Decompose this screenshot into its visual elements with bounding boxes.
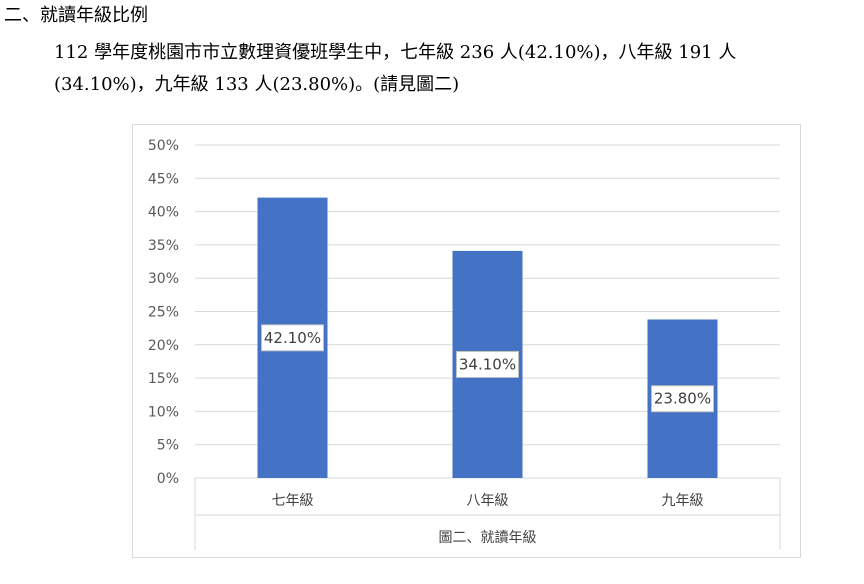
y-tick-label: 20%	[148, 338, 179, 354]
x-axis-title: 圖二、就讀年級	[439, 530, 537, 546]
y-tick-label: 35%	[148, 238, 179, 254]
y-tick-label: 45%	[148, 171, 179, 187]
category-label: 八年級	[467, 493, 509, 509]
y-tick-label: 15%	[148, 371, 179, 387]
paragraph-line-2: (34.10%)，九年級 133 人(23.80%)。(請見圖二)	[54, 74, 460, 95]
data-label-box	[456, 350, 519, 378]
paragraph-line-1: 112 學年度桃園市市立數理資優班學生中，七年級 236 人(42.10%)，八…	[54, 42, 737, 63]
grade-ratio-bar-chart: 0% 5% 10% 15% 20% 25% 30% 35% 40% 45% 50% 42.10% 七年級…	[148, 138, 781, 550]
y-tick-label: 50%	[148, 138, 179, 154]
data-label: 42.10%	[264, 329, 321, 347]
category-label: 九年級	[662, 493, 704, 509]
y-tick-label: 5%	[157, 438, 179, 454]
y-tick-label: 40%	[148, 205, 179, 221]
y-tick-label: 30%	[148, 271, 179, 287]
data-label: 34.10%	[459, 355, 516, 373]
data-label-box	[651, 385, 714, 413]
data-label-box	[261, 324, 324, 352]
chart-frame: 0% 5% 10% 15% 20% 25% 30% 35% 40% 45% 50% 42.10% 七年級…	[132, 124, 801, 558]
y-tick-label: 10%	[148, 404, 179, 420]
section-heading: 二、就讀年級比例	[4, 5, 148, 26]
category-label: 七年級	[272, 493, 314, 509]
y-tick-label: 0%	[157, 471, 179, 487]
data-label: 23.80%	[654, 390, 711, 408]
y-tick-label: 25%	[148, 305, 179, 321]
